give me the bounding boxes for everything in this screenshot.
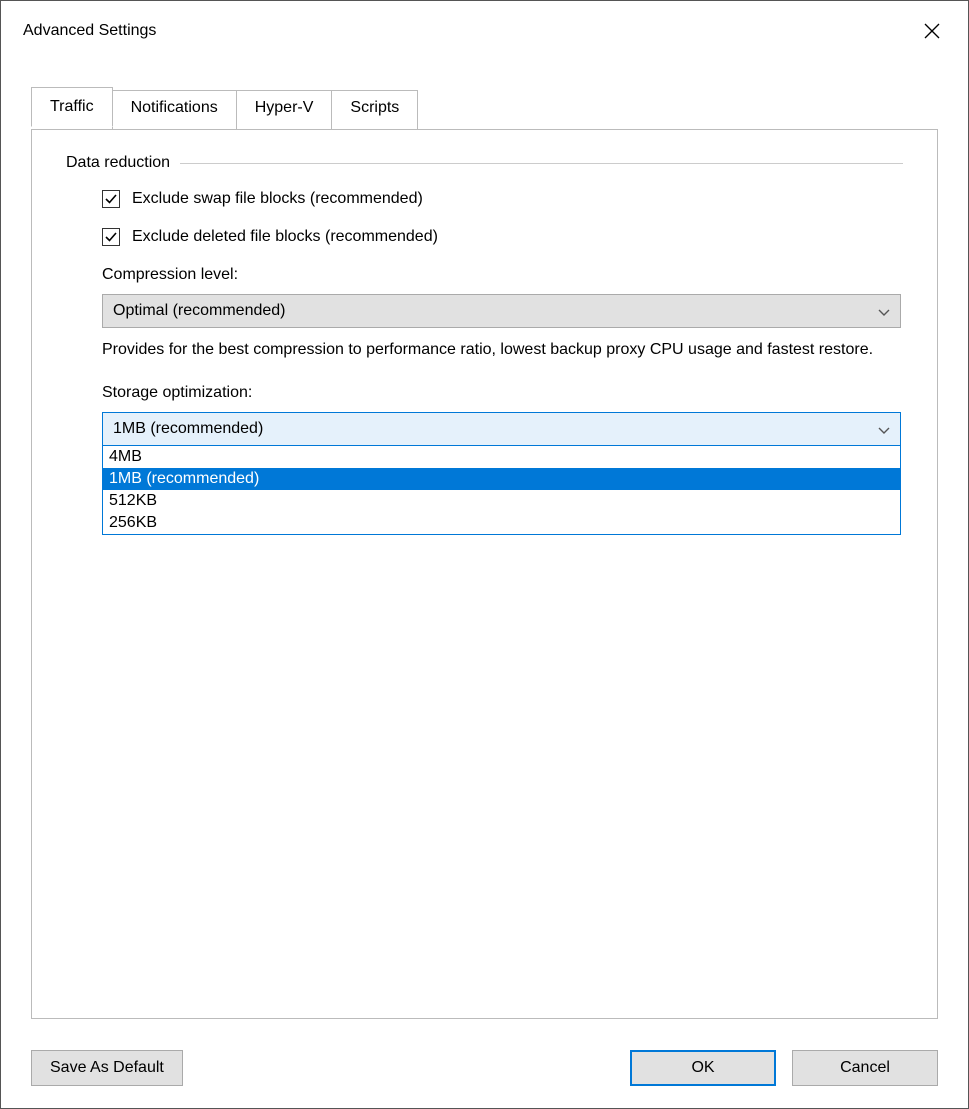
cancel-button[interactable]: Cancel	[792, 1050, 938, 1086]
exclude-swap-checkbox[interactable]	[102, 190, 120, 208]
traffic-panel: Data reduction Exclude swap file blocks …	[31, 129, 938, 1019]
close-button[interactable]	[912, 15, 952, 47]
window-titlebar: Advanced Settings	[1, 1, 968, 61]
chevron-down-icon	[878, 303, 890, 320]
tab-strip: Traffic Notifications Hyper-V Scripts	[1, 89, 968, 129]
checkmark-icon	[104, 192, 118, 206]
tab-scripts[interactable]: Scripts	[331, 90, 418, 130]
storage-optimization-label: Storage optimization:	[102, 384, 903, 402]
tab-notifications[interactable]: Notifications	[112, 90, 237, 130]
save-as-default-button[interactable]: Save As Default	[31, 1050, 183, 1086]
tab-traffic[interactable]: Traffic	[31, 87, 113, 127]
fieldset-divider	[180, 163, 903, 164]
tab-hyperv[interactable]: Hyper-V	[236, 90, 333, 130]
dropdown-option-1mb[interactable]: 1MB (recommended)	[103, 468, 900, 490]
close-icon	[924, 23, 940, 39]
dropdown-option-4mb[interactable]: 4MB	[103, 446, 900, 468]
dropdown-option-256kb[interactable]: 256KB	[103, 512, 900, 534]
storage-optimization-dropdown: 4MB 1MB (recommended) 512KB 256KB	[102, 446, 901, 535]
compression-level-label: Compression level:	[102, 266, 903, 284]
exclude-deleted-checkbox-row: Exclude deleted file blocks (recommended…	[102, 228, 903, 246]
compression-level-combobox[interactable]: Optimal (recommended)	[102, 294, 901, 328]
exclude-swap-label: Exclude swap file blocks (recommended)	[132, 190, 423, 208]
exclude-deleted-checkbox[interactable]	[102, 228, 120, 246]
right-button-group: OK Cancel	[630, 1050, 938, 1086]
ok-button[interactable]: OK	[630, 1050, 776, 1086]
data-reduction-fieldset: Data reduction	[66, 154, 903, 172]
storage-optimization-value: 1MB (recommended)	[113, 420, 263, 438]
compression-level-value: Optimal (recommended)	[113, 302, 286, 320]
exclude-deleted-label: Exclude deleted file blocks (recommended…	[132, 228, 438, 246]
compression-description: Provides for the best compression to per…	[102, 338, 899, 362]
window-title: Advanced Settings	[23, 22, 156, 40]
dialog-button-row: Save As Default OK Cancel	[31, 1050, 938, 1086]
dropdown-option-512kb[interactable]: 512KB	[103, 490, 900, 512]
chevron-down-icon	[878, 421, 890, 438]
exclude-swap-checkbox-row: Exclude swap file blocks (recommended)	[102, 190, 903, 208]
checkmark-icon	[104, 230, 118, 244]
fieldset-label: Data reduction	[66, 154, 170, 172]
storage-optimization-combobox[interactable]: 1MB (recommended)	[102, 412, 901, 446]
